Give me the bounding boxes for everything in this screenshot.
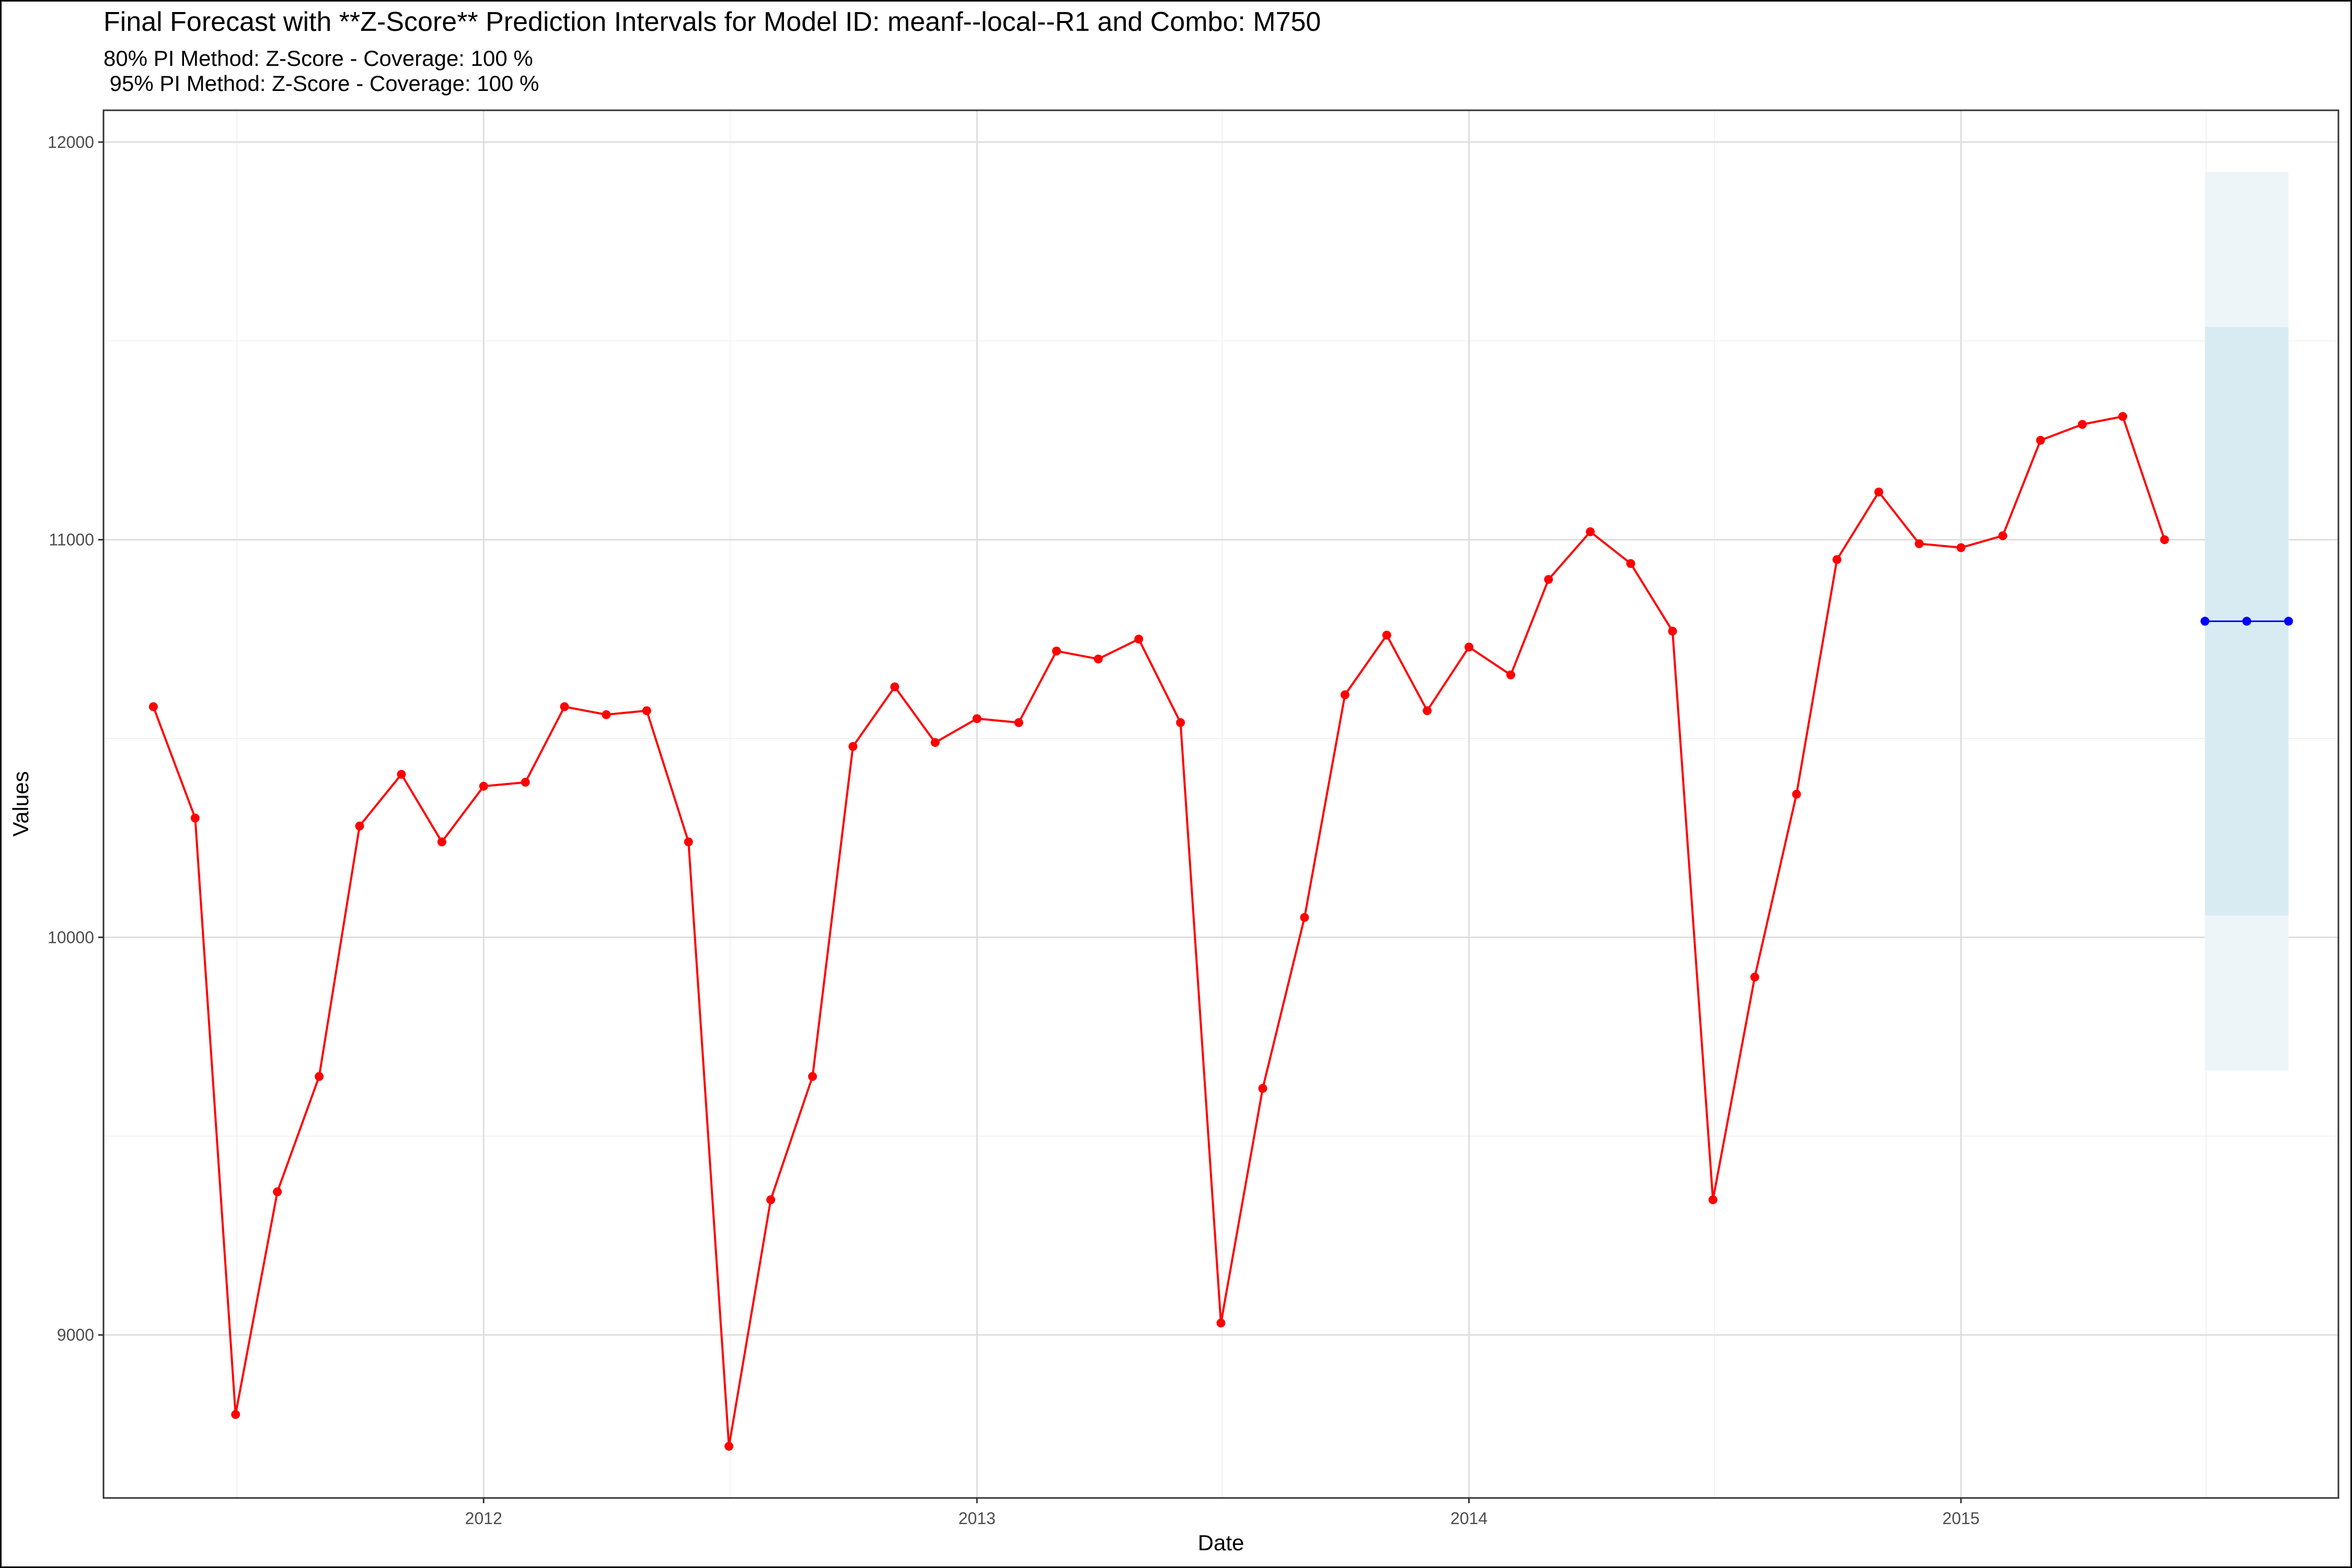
chart-subtitle-80-pi: 80% PI Method: Z-Score - Coverage: 100 %: [103, 46, 533, 71]
actual-data-point: [890, 682, 900, 691]
forecast-data-point: [2200, 617, 2210, 626]
actual-data-point: [848, 742, 858, 751]
chart-title: Final Forecast with **Z-Score** Predicti…: [103, 7, 1321, 37]
x-axis-ticks: 2012 2013 2014 2015: [465, 1498, 1979, 1528]
actual-data-point: [231, 1410, 240, 1419]
x-axis-title: Date: [1198, 1530, 1244, 1555]
y-tick-label: 9000: [57, 1325, 94, 1344]
x-tick-label: 2015: [1942, 1509, 1979, 1528]
actual-data-point: [1052, 647, 1061, 656]
actual-data-point: [1014, 718, 1023, 728]
data-series: [148, 412, 2293, 1451]
major-gridlines: [103, 110, 2338, 1498]
actual-data-point: [1176, 718, 1185, 728]
forecast-data-point: [2284, 617, 2293, 626]
actual-data-point: [521, 778, 530, 787]
actual-data-point: [724, 1442, 734, 1451]
actual-data-point: [808, 1072, 817, 1081]
x-tick-label: 2014: [1450, 1509, 1488, 1528]
actual-data-point: [1216, 1318, 1226, 1328]
actual-data-point: [1750, 972, 1759, 982]
actual-data-point: [1708, 1195, 1717, 1204]
actual-data-point: [1134, 635, 1144, 644]
actual-data-point: [1300, 913, 1309, 922]
actual-data-point: [1382, 630, 1391, 640]
actual-data-point: [2078, 420, 2087, 429]
actual-data-point: [437, 837, 446, 847]
actual-data-point: [479, 781, 488, 791]
y-axis-ticks: 9000 10000 11000 12000: [48, 133, 103, 1344]
actual-data-point: [1956, 543, 1966, 552]
actual-series-line: [152, 415, 2166, 1448]
actual-data-point: [1544, 575, 1553, 584]
minor-gridlines: [103, 110, 2338, 1498]
actual-data-point: [1626, 559, 1635, 568]
actual-data-point: [560, 702, 569, 711]
actual-data-point: [1874, 487, 1884, 497]
actual-data-point: [2160, 535, 2169, 545]
actual-data-point: [273, 1187, 282, 1196]
forecast-data-point: [2242, 617, 2252, 626]
actual-data-point: [1998, 531, 2008, 540]
actual-data-point: [642, 706, 651, 716]
actual-data-point: [1465, 642, 1474, 652]
actual-data-point: [1093, 654, 1103, 664]
actual-data-point: [1792, 789, 1801, 799]
actual-data-point: [972, 714, 982, 723]
x-tick-label: 2012: [465, 1509, 502, 1528]
actual-data-point: [315, 1072, 324, 1081]
y-tick-label: 10000: [48, 928, 94, 947]
actual-data-point: [766, 1195, 776, 1204]
plot-panel-border: [102, 109, 2339, 1499]
y-tick-label: 11000: [49, 531, 94, 549]
actual-data-point: [148, 702, 158, 711]
chart-subtitle-95-pi: 95% PI Method: Z-Score - Coverage: 100 %: [103, 71, 539, 96]
x-tick-label: 2013: [959, 1509, 996, 1528]
actual-data-point: [1832, 555, 1842, 564]
y-tick-label: 12000: [48, 133, 94, 152]
actual-data-point: [355, 821, 364, 831]
actual-data-point: [1586, 527, 1595, 536]
actual-data-point: [2118, 412, 2127, 421]
actual-data-point: [1668, 627, 1677, 636]
actual-data-point: [2036, 435, 2045, 445]
actual-data-point: [684, 837, 693, 847]
actual-data-point: [1915, 539, 1924, 548]
actual-data-point: [1340, 690, 1350, 699]
y-axis-title: Values: [8, 771, 33, 836]
actual-data-point: [190, 813, 200, 823]
actual-data-point: [602, 710, 611, 719]
actual-data-point: [1423, 706, 1432, 716]
actual-data-point: [930, 738, 940, 747]
actual-data-point: [1258, 1083, 1267, 1093]
actual-data-point: [1506, 670, 1515, 679]
actual-data-point: [397, 769, 406, 779]
